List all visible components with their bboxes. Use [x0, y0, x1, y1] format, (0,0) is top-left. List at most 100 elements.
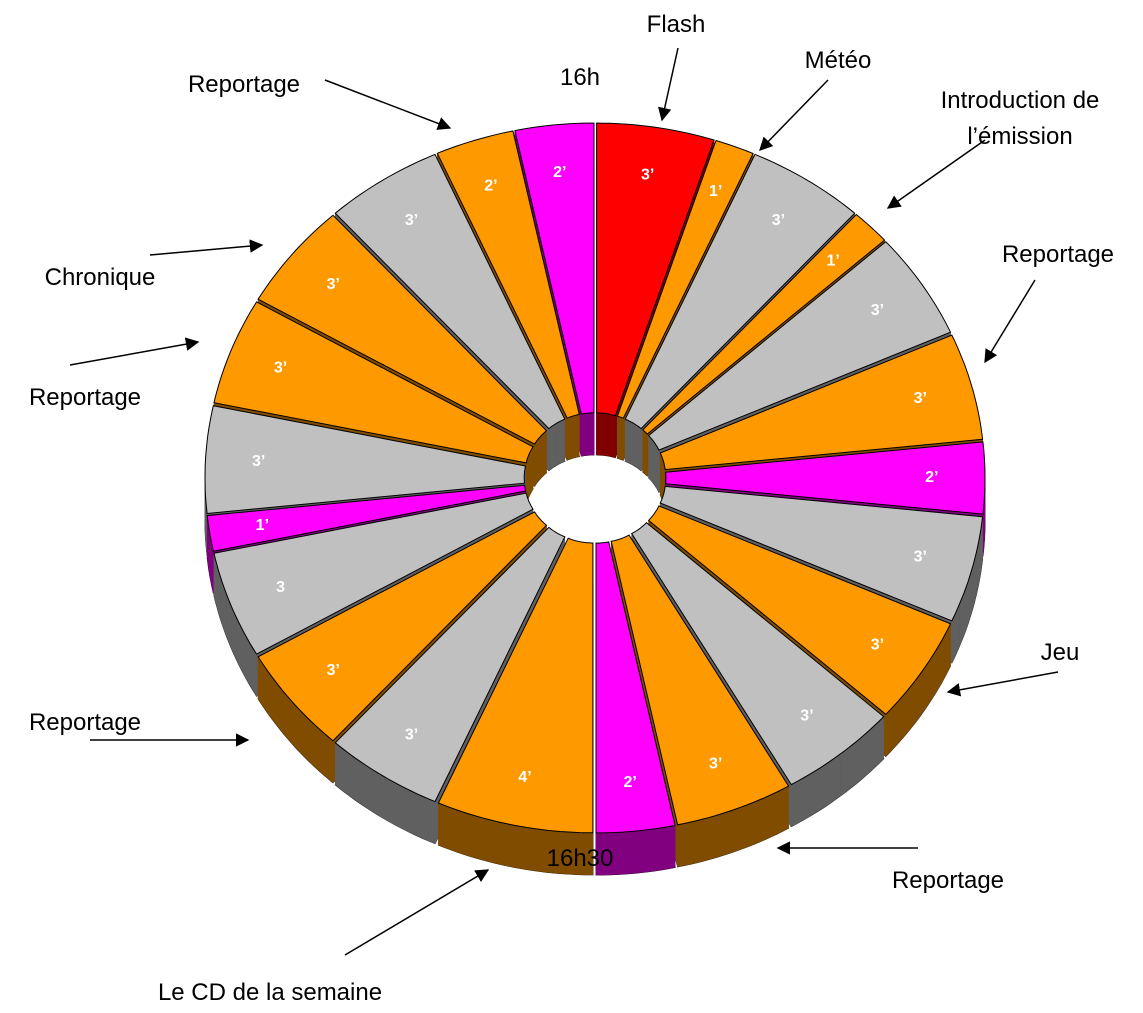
slice-side	[376, 771, 383, 819]
slice-side	[703, 816, 710, 862]
slice-side	[309, 719, 315, 767]
slice-side	[722, 811, 729, 856]
slice-side	[951, 615, 955, 664]
arrow	[759, 79, 829, 151]
slice-top	[437, 537, 594, 834]
slice-side	[481, 817, 489, 862]
slice-side	[971, 564, 974, 612]
annotation: Reportage	[892, 867, 1004, 894]
value-label: 3’	[405, 726, 418, 743]
slice-side	[615, 831, 623, 875]
slice-side	[235, 616, 239, 665]
slice-top	[664, 441, 986, 515]
slice-side	[885, 709, 891, 757]
slice-side	[410, 790, 418, 837]
slice-side	[387, 778, 395, 825]
slice-side	[304, 714, 310, 763]
slice-side	[327, 736, 334, 784]
slice-side	[677, 823, 685, 868]
slice-side	[959, 598, 962, 647]
slice-top	[257, 214, 548, 445]
slice-top	[596, 122, 715, 417]
slice-side	[230, 605, 234, 653]
value-label: 3’	[914, 549, 927, 566]
slice-side	[628, 830, 637, 874]
slice-side	[840, 749, 846, 797]
slice-side	[740, 804, 748, 850]
slice-side	[475, 815, 483, 861]
slice-side	[520, 826, 528, 870]
slice-side	[902, 690, 908, 739]
annotation: Jeu	[1041, 639, 1080, 666]
slice-side	[313, 723, 319, 771]
slice-side	[715, 813, 723, 858]
value-label: 2’	[484, 178, 497, 195]
slice-side	[918, 670, 923, 720]
slice-side	[318, 727, 324, 776]
slice-side	[642, 829, 650, 873]
slice-side	[279, 686, 284, 735]
slice-side	[226, 593, 229, 642]
slice-side	[791, 781, 798, 828]
slice-top	[659, 334, 984, 471]
value-label: 1’	[256, 517, 269, 534]
slice-top	[647, 505, 952, 715]
slice-side	[758, 797, 766, 843]
slice-side	[287, 696, 293, 745]
slice-side	[405, 787, 412, 834]
slice-side	[690, 820, 698, 865]
slice-top	[436, 130, 580, 419]
annotation: 16h30	[547, 845, 614, 872]
value-label: 3’	[772, 212, 785, 229]
slice-side	[967, 575, 971, 624]
value-label: 3’	[871, 636, 884, 653]
slice-side	[462, 811, 470, 857]
slice-side	[224, 588, 227, 636]
slice-side	[655, 827, 663, 871]
annotation: Reportage	[1002, 241, 1114, 268]
slice-side	[728, 809, 736, 854]
slice-side	[422, 796, 430, 842]
arrow	[946, 671, 1059, 697]
slice-side	[526, 827, 534, 871]
slice-top	[647, 241, 952, 451]
value-label: 4’	[518, 769, 531, 786]
annotation: Le CD de la semaine	[158, 979, 382, 1006]
slice-side	[954, 609, 958, 658]
slice-side	[746, 802, 754, 848]
arrow	[886, 139, 986, 209]
slice-side	[323, 731, 329, 780]
value-label: 3	[276, 579, 285, 596]
value-label: 3’	[800, 708, 813, 725]
slice-side	[533, 828, 541, 872]
slice-side	[513, 824, 521, 869]
slice-side	[802, 774, 809, 821]
arrow	[69, 337, 200, 366]
slice-side	[233, 610, 237, 659]
slice-side	[428, 798, 436, 844]
slice-top	[659, 485, 984, 622]
value-label: 3’	[871, 302, 884, 319]
slice-side	[845, 745, 851, 793]
slice-side	[898, 695, 904, 744]
annotation: Reportage	[29, 384, 141, 411]
slice-side	[365, 765, 372, 812]
slice-side	[910, 680, 915, 729]
slice-top	[257, 511, 548, 742]
slice-side	[813, 767, 820, 815]
slice-side	[371, 768, 378, 815]
slice-side	[228, 599, 232, 648]
slice-side	[961, 592, 965, 641]
slice-side	[360, 761, 367, 808]
slice-side	[956, 604, 960, 652]
slice-side	[855, 737, 861, 785]
slice-side	[393, 781, 400, 828]
slice-side	[921, 665, 926, 715]
slice-side	[249, 642, 254, 692]
value-label: 3’	[252, 453, 265, 470]
slice-side	[246, 637, 251, 687]
slice-side	[539, 829, 547, 873]
value-label: 1’	[826, 252, 839, 269]
annotation: l’émission	[967, 123, 1072, 150]
